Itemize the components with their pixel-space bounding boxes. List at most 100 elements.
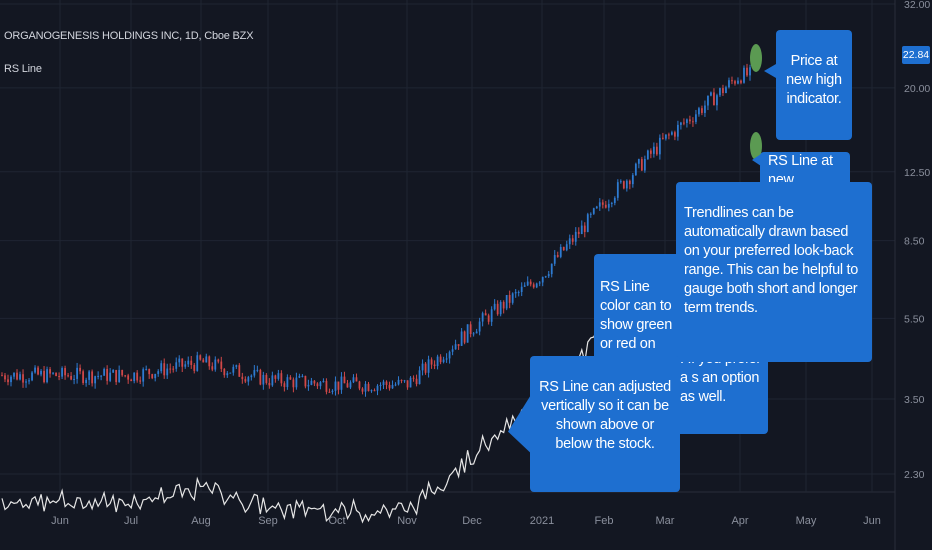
callout-trendlines: Trendlines can be automatically drawn ba… [676, 182, 872, 362]
candle [382, 379, 385, 390]
candle [343, 371, 346, 384]
candlesticks [1, 63, 751, 397]
candle [589, 212, 592, 218]
candle [562, 246, 565, 251]
callout-new-high-text: Price at new high indicator. [786, 53, 842, 107]
candle [145, 365, 148, 371]
candle [133, 372, 136, 384]
candle [163, 358, 166, 379]
candle [604, 200, 607, 209]
candle [710, 91, 712, 97]
candle [565, 240, 568, 252]
x-axis: Jun Jul Aug Sep Oct Nov Dec 2021 Feb Mar Apr May Jun [51, 515, 881, 527]
candle [427, 355, 430, 378]
candle [196, 351, 199, 372]
candle [106, 365, 109, 385]
candle [331, 389, 334, 395]
x-tick-label: Aug [191, 515, 211, 527]
candle [244, 376, 247, 384]
candle [109, 368, 112, 383]
candle [70, 372, 72, 381]
grid-lines [0, 0, 896, 550]
x-tick-label: Jun [863, 515, 881, 527]
x-tick-label: Oct [328, 515, 345, 527]
indicator-label[interactable]: RS Line [4, 63, 42, 75]
candle [529, 279, 532, 287]
candle [94, 375, 97, 389]
x-tick-label: Nov [397, 515, 417, 527]
candle [220, 356, 223, 372]
candle [436, 354, 439, 370]
candle [49, 367, 51, 378]
candle [607, 199, 610, 212]
candle [526, 276, 529, 287]
candle [628, 179, 631, 190]
candle [640, 156, 643, 172]
candle [322, 378, 325, 383]
candle [64, 365, 66, 380]
candle [508, 290, 511, 309]
candle [394, 382, 397, 387]
candle [725, 85, 727, 94]
candle [214, 356, 217, 372]
candle [208, 355, 211, 370]
candle [713, 88, 715, 106]
candle [31, 370, 33, 382]
candle [370, 389, 373, 393]
candle [88, 370, 91, 386]
callout-color: RS Line color can to show green or red o… [594, 254, 686, 360]
candle [448, 350, 451, 364]
candle [28, 378, 30, 385]
candle [553, 250, 556, 266]
candle [118, 365, 121, 383]
candle [310, 377, 313, 386]
candle [7, 374, 9, 386]
candle [373, 388, 376, 392]
candle [728, 77, 730, 89]
candle [749, 64, 751, 81]
candle [97, 371, 100, 380]
candle [403, 379, 406, 383]
candle [487, 313, 490, 325]
candle [424, 362, 427, 375]
candle [586, 212, 589, 233]
candle [169, 363, 172, 374]
candle [325, 378, 328, 395]
y-tick-label: 2.30 [904, 469, 925, 481]
candle [698, 106, 700, 117]
candle [226, 371, 229, 378]
candle [172, 366, 175, 373]
x-tick-label: Sep [258, 515, 278, 527]
candle [484, 309, 487, 316]
candle [740, 79, 742, 85]
candle [433, 360, 436, 370]
x-tick-label: Mar [656, 515, 675, 527]
candle [743, 65, 745, 84]
candle [40, 369, 42, 377]
candle [127, 373, 130, 384]
candle [160, 360, 163, 374]
candle [478, 317, 481, 336]
candle [734, 79, 736, 86]
candle [301, 374, 304, 378]
candle [499, 300, 502, 317]
candle [151, 373, 154, 380]
candle [334, 376, 337, 396]
candle [397, 376, 400, 386]
candle [451, 345, 454, 356]
candle [689, 115, 691, 125]
candle [475, 328, 478, 334]
candle [112, 369, 115, 373]
candle [514, 289, 517, 298]
candle [154, 373, 157, 382]
candle [355, 373, 358, 382]
candle [716, 93, 718, 111]
candle [457, 344, 460, 350]
candle [580, 220, 583, 235]
candle [670, 130, 673, 136]
candle [346, 379, 349, 388]
price-high-marker [750, 44, 762, 72]
candle [247, 375, 250, 386]
candle [652, 142, 655, 158]
